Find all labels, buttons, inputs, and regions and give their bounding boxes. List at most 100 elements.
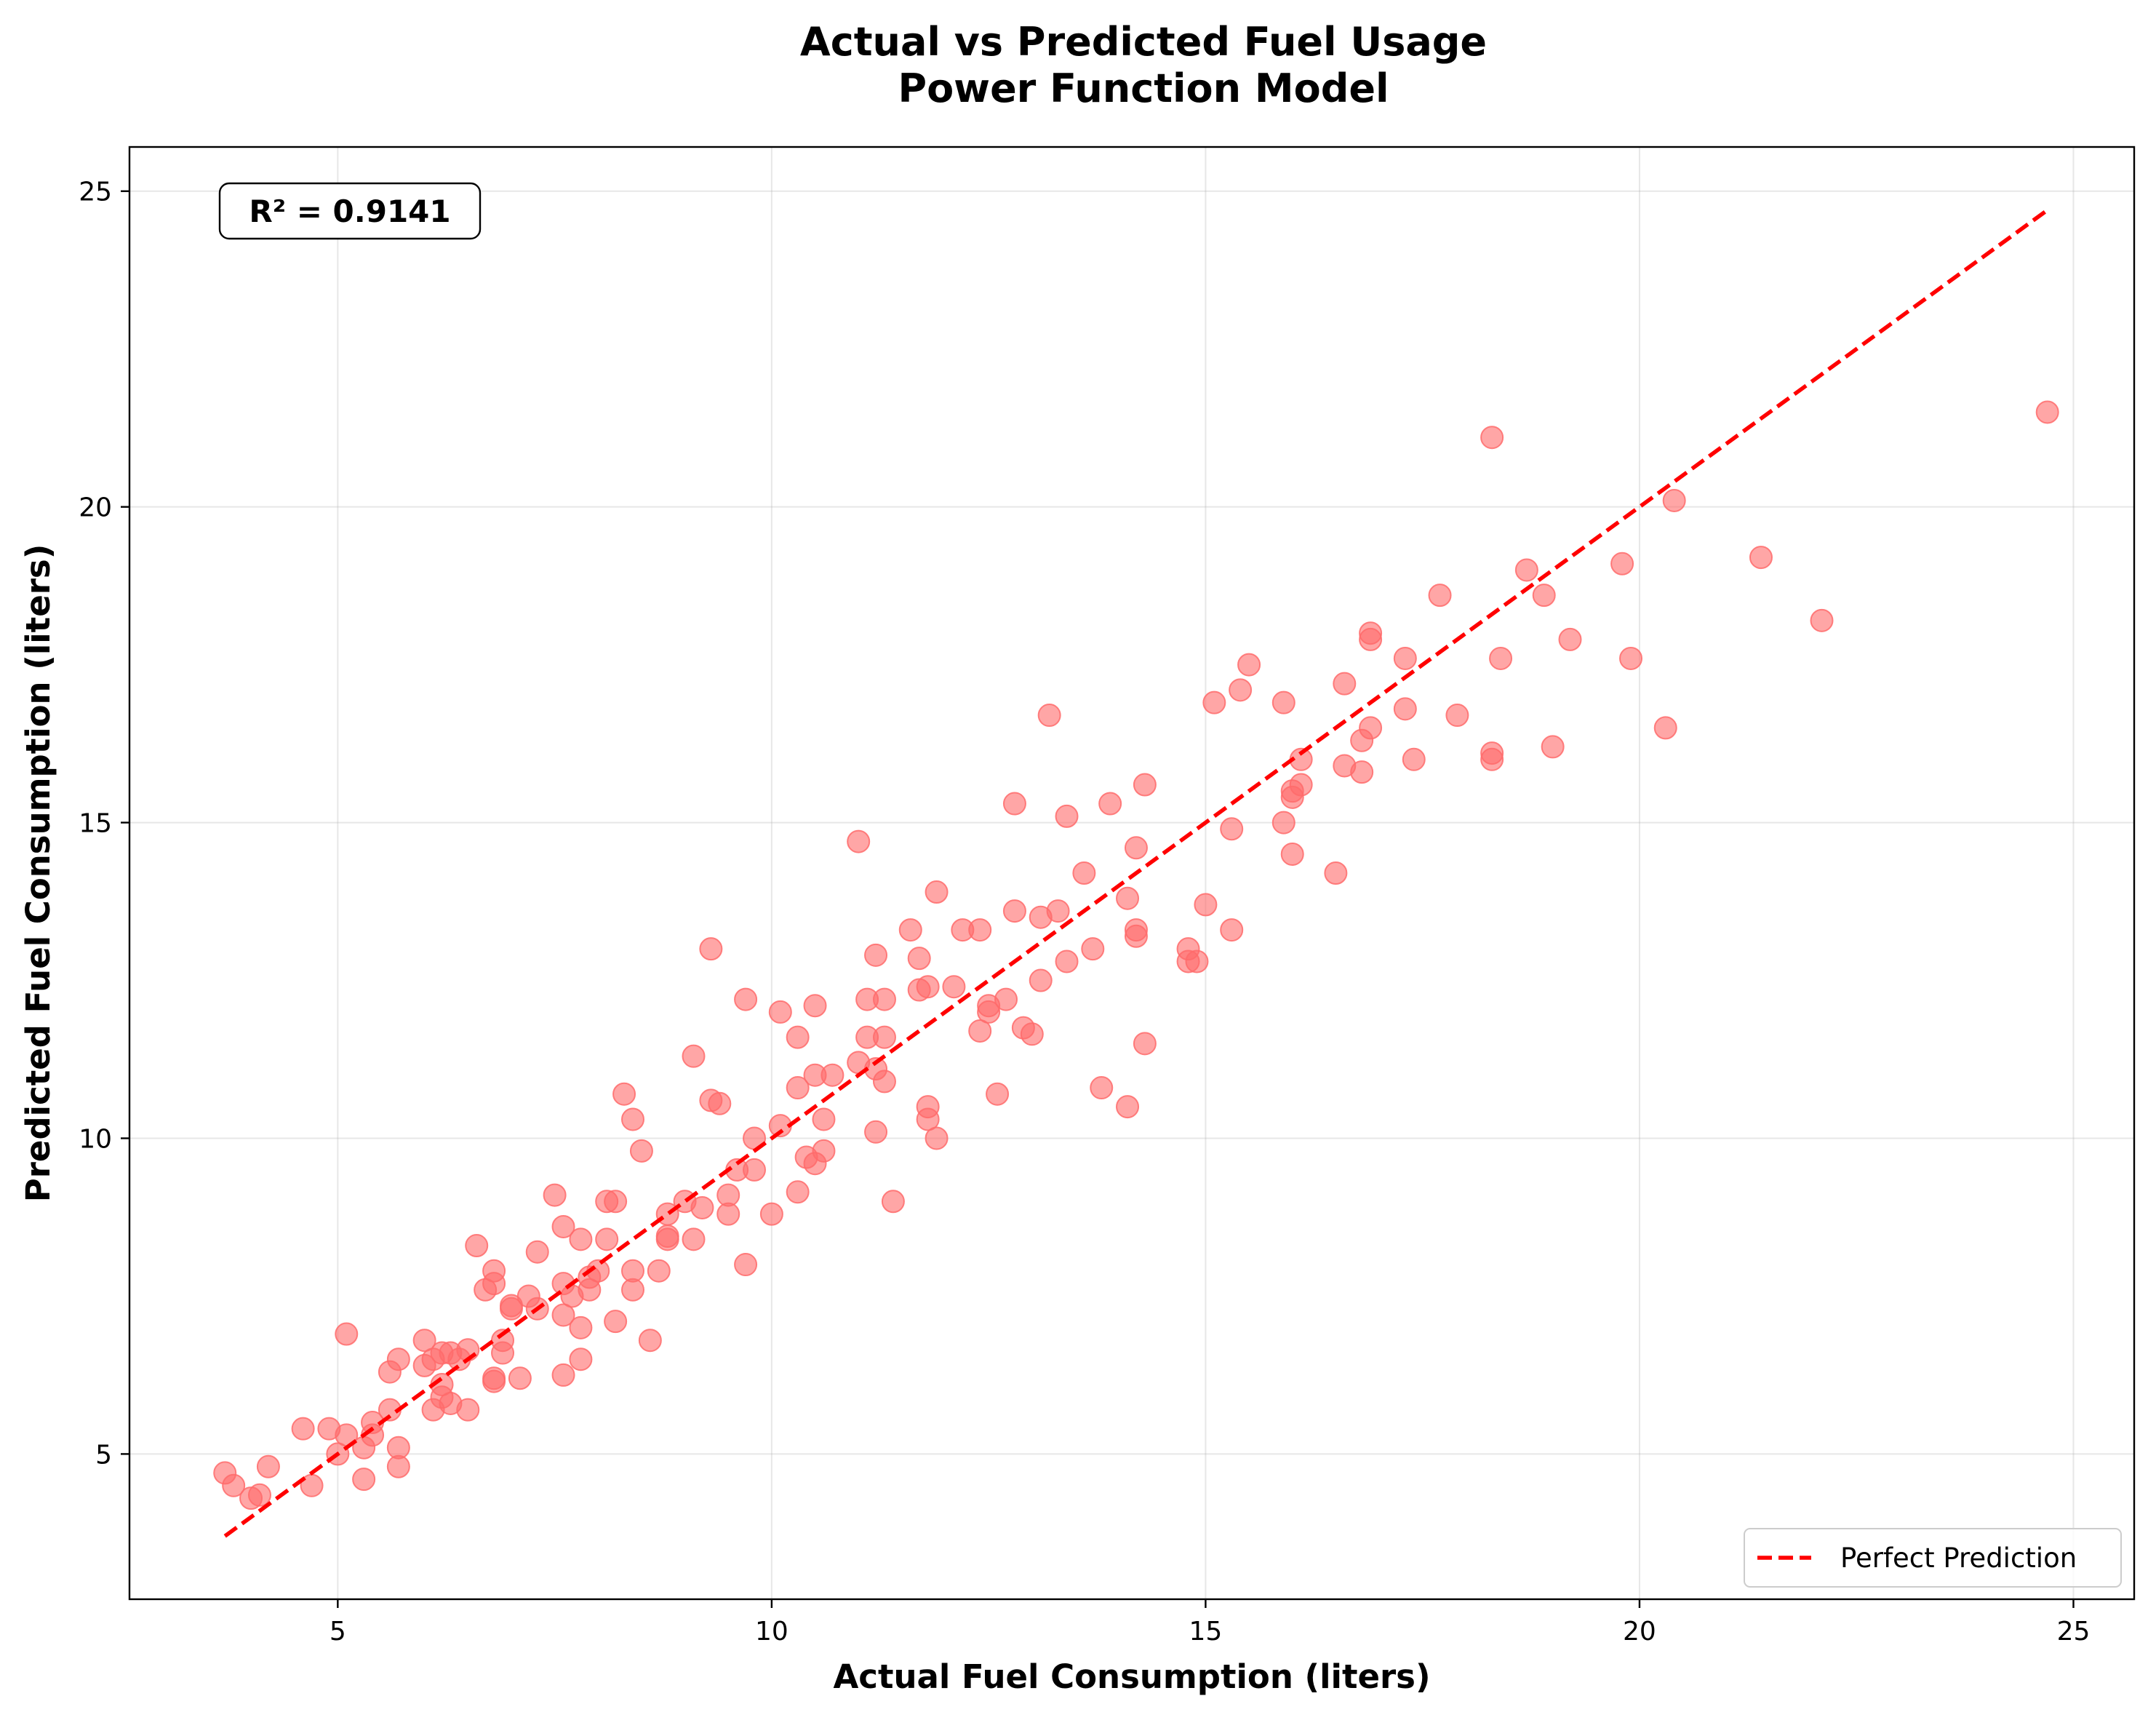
y-tick-label: 15 xyxy=(79,809,112,839)
data-point xyxy=(1489,646,1513,670)
data-point xyxy=(1393,646,1417,670)
data-point xyxy=(1202,690,1226,714)
data-point xyxy=(872,1025,896,1049)
x-tick-label: 15 xyxy=(1189,1617,1223,1647)
data-point xyxy=(1133,1032,1157,1056)
data-point xyxy=(247,1483,271,1507)
data-point xyxy=(1133,773,1157,797)
data-point xyxy=(620,1278,644,1302)
data-point xyxy=(986,1082,1010,1106)
data-points xyxy=(213,400,2059,1510)
data-point xyxy=(699,937,723,961)
data-point xyxy=(786,1076,810,1100)
data-point xyxy=(734,987,758,1011)
data-point xyxy=(551,1214,575,1238)
data-point xyxy=(916,975,940,999)
plot-frame xyxy=(128,146,2136,1601)
data-point xyxy=(881,1190,905,1214)
data-point xyxy=(551,1303,575,1327)
data-point xyxy=(543,1183,567,1207)
data-point xyxy=(1653,716,1677,740)
data-point xyxy=(595,1227,619,1251)
data-point xyxy=(786,1025,810,1049)
data-point xyxy=(508,1366,532,1390)
data-point xyxy=(907,947,931,971)
data-point xyxy=(412,1329,436,1353)
data-point xyxy=(864,1120,888,1144)
annotation-text: R² = 0.9141 xyxy=(249,194,450,229)
data-point xyxy=(1359,716,1383,740)
legend: Perfect Prediction xyxy=(1744,1528,2122,1588)
chart-title: Actual vs Predicted Fuel Usage xyxy=(800,19,1487,65)
data-point xyxy=(708,1091,732,1115)
data-point xyxy=(1055,804,1079,828)
data-point xyxy=(1124,924,1148,948)
data-point xyxy=(1124,836,1148,860)
data-point xyxy=(1480,426,1504,450)
data-point xyxy=(335,1322,359,1346)
data-point xyxy=(604,1190,628,1214)
data-point xyxy=(1029,968,1053,992)
data-point xyxy=(916,1107,940,1131)
data-point xyxy=(1619,646,1643,670)
data-point xyxy=(847,829,871,853)
data-point xyxy=(222,1473,246,1497)
data-point xyxy=(1393,697,1417,721)
data-point xyxy=(968,918,992,942)
data-point xyxy=(569,1227,593,1251)
data-point xyxy=(1428,584,1452,608)
data-point xyxy=(1514,558,1538,582)
data-point xyxy=(612,1082,636,1106)
data-point xyxy=(1280,842,1304,866)
data-point xyxy=(491,1341,515,1365)
axis-ticks: 5 10 15 20 25 5 10 15 20 25 xyxy=(79,178,2090,1647)
data-point xyxy=(1090,1076,1114,1100)
data-point xyxy=(256,1454,280,1478)
data-point xyxy=(386,1347,410,1371)
data-point xyxy=(682,1044,706,1068)
x-tick-label: 5 xyxy=(330,1617,346,1647)
data-point xyxy=(1098,792,1122,816)
data-point xyxy=(1541,735,1565,759)
data-point xyxy=(1810,608,1834,632)
data-point xyxy=(1002,792,1026,816)
chart-subtitle: Power Function Model xyxy=(898,65,1389,111)
data-point xyxy=(482,1272,506,1296)
r-squared-annotation: R² = 0.9141 xyxy=(218,182,482,240)
data-point xyxy=(1749,546,1773,570)
data-point xyxy=(994,987,1018,1011)
data-point xyxy=(1220,817,1244,841)
data-point xyxy=(525,1240,549,1264)
data-point xyxy=(647,1259,671,1283)
data-point xyxy=(1220,918,1244,942)
data-point xyxy=(1350,760,1374,784)
data-point xyxy=(655,1225,679,1248)
data-point xyxy=(1002,899,1026,923)
data-point xyxy=(743,1158,767,1182)
data-point xyxy=(482,1369,506,1393)
data-point xyxy=(690,1195,714,1219)
data-point xyxy=(682,1227,706,1251)
data-point xyxy=(1359,621,1383,645)
data-point xyxy=(2035,400,2059,424)
data-point xyxy=(386,1454,410,1478)
data-point xyxy=(872,1070,896,1094)
data-point xyxy=(1333,672,1357,696)
y-tick-label: 5 xyxy=(95,1440,112,1470)
data-point xyxy=(1046,899,1070,923)
legend-box xyxy=(1744,1528,2122,1588)
data-point xyxy=(812,1107,836,1131)
data-point xyxy=(1402,747,1426,771)
data-point xyxy=(768,1000,792,1024)
data-point xyxy=(569,1315,593,1339)
data-point xyxy=(1610,552,1634,576)
data-point xyxy=(604,1310,628,1334)
data-point xyxy=(1194,893,1218,917)
y-tick-label: 25 xyxy=(79,178,112,207)
data-point xyxy=(291,1417,315,1441)
data-point xyxy=(821,1063,845,1087)
annotation-box xyxy=(218,182,482,240)
data-point xyxy=(1662,488,1686,512)
data-point xyxy=(942,975,966,999)
